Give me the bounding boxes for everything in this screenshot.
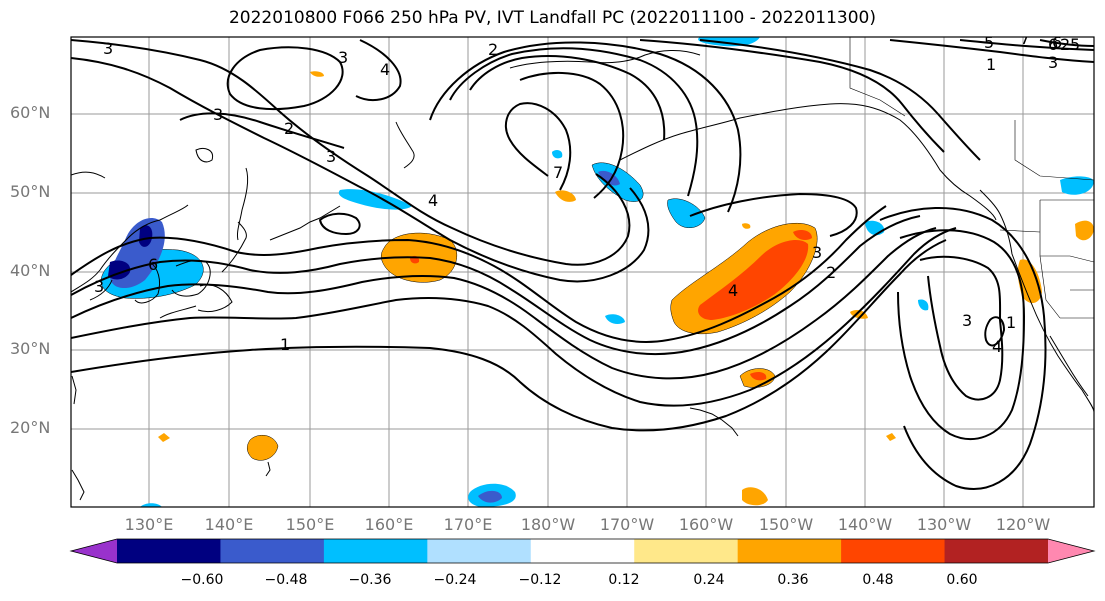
pv-contours [71,39,1094,490]
map-title: 2022010800 F066 250 hPa PV, IVT Landfall… [228,8,876,28]
colorbar-tick-label: −0.12 [518,572,562,588]
contour-label: 3 [812,243,822,262]
lon-label: 130°E [124,515,174,534]
colorbar-tick-label: 0.60 [946,572,978,588]
map-frame [70,36,1095,508]
lat-label: 40°N [10,261,51,280]
lon-label: 150°W [758,515,814,534]
lon-label: 160°E [364,515,414,534]
contour-label: 4 [728,281,738,300]
lon-label: 150°E [285,515,335,534]
contour-label: 3 [326,147,336,166]
colorbar-tick-label: −0.48 [264,572,308,588]
contour-label: 3 [962,311,972,330]
contour-label: 2 [1060,35,1070,54]
colorbar-segment [117,539,221,563]
colorbar-tick-label: 0.36 [777,572,809,588]
contour-label: 4 [992,337,1002,356]
lon-label: 120°W [995,515,1051,534]
contour-label: 1 [986,55,996,74]
lon-label: 170°W [599,515,655,534]
colorbar-tick-label: 0.12 [608,572,640,588]
lon-label: 140°E [204,515,254,534]
colorbar-segment [530,539,635,563]
contour-label: 7 [553,163,563,182]
contour-label: 2 [488,40,498,59]
lon-label: 130°W [916,515,972,534]
lon-label: 180°W [520,515,576,534]
colorbar [69,538,1096,564]
contour-label: 3 [213,105,223,124]
contour-label: 5 [984,33,994,52]
colorbar-segment [220,539,325,563]
contour-label: 1 [1006,313,1016,332]
negative-anomaly-shading [100,37,1094,507]
contour-labels: 3 3 4 2 3 2 3 4 1 3 6 7 2 3 4 5 6 7 1 2 … [94,29,1080,356]
colorbar-outline [69,538,1096,564]
lon-label: 140°W [837,515,893,534]
colorbar-tick-label: −0.36 [348,572,392,588]
contour-label: 4 [380,60,390,79]
lat-label: 50°N [10,182,51,201]
colorbar-segment [323,539,428,563]
contour-label: 5 [1070,35,1080,54]
contour-label: 2 [284,119,294,138]
contour-label: 6 [1052,33,1062,52]
colorbar-tick-label: −0.60 [180,572,224,588]
colorbar-tick-label: 0.24 [693,572,725,588]
lon-label: 160°W [678,515,734,534]
colorbar-segment [427,539,532,563]
contour-label: 7 [1020,29,1030,48]
colorbar-segment [737,539,842,563]
contour-label: 6 [148,255,158,274]
boundaries [849,37,1094,319]
colorbar-extend-high [1048,539,1094,563]
contour-label: 3 [338,48,348,67]
colorbar-tick-label: −0.24 [433,572,477,588]
contour-label: 3 [1048,53,1058,72]
lat-label: 30°N [10,339,51,358]
lat-label: 20°N [10,418,51,437]
colorbar-extend-low [71,539,117,563]
contour-label: 3 [94,277,104,296]
contour-label: 4 [428,191,438,210]
contour-label: 6 [1048,35,1058,54]
colorbar-tick-label: 0.48 [862,572,894,588]
contour-label: 3 [103,39,113,58]
colorbar-segment [944,539,1049,563]
lat-label: 60°N [10,103,51,122]
colorbar-segment [634,539,739,563]
lon-label: 170°E [443,515,493,534]
colorbar-segment [841,539,946,563]
contour-label: 2 [826,263,836,282]
contour-label: 1 [280,335,290,354]
map-content: 3 3 4 2 3 2 3 4 1 3 6 7 2 3 4 5 6 7 1 2 … [71,29,1094,507]
